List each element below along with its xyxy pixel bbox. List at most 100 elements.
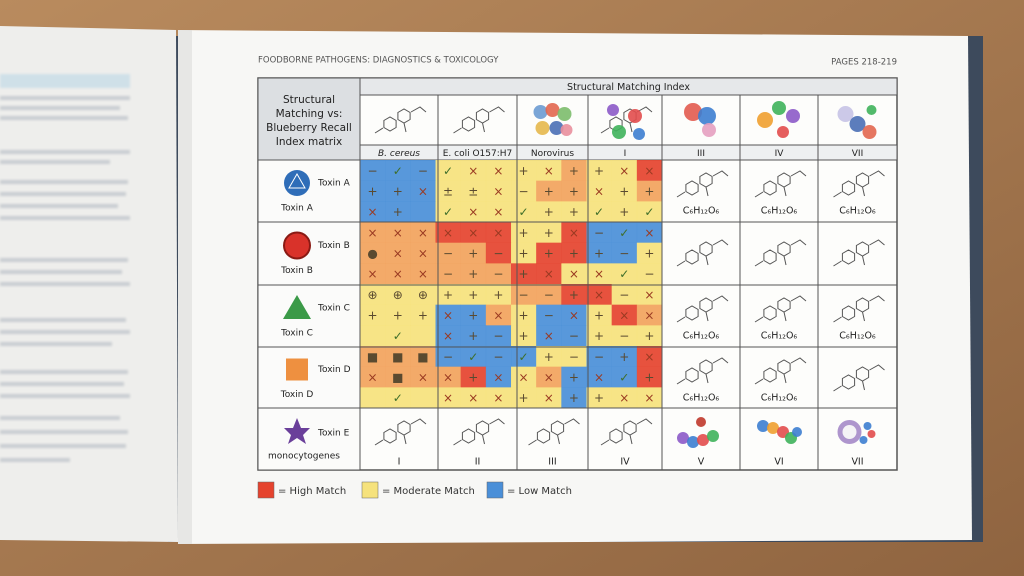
heatmap-symbol: +: [418, 309, 428, 323]
structure-blob: [702, 123, 716, 137]
row-header-cell: [257, 346, 361, 409]
structure-blob: [633, 128, 645, 140]
structure-blob: [628, 109, 642, 123]
footer-label: III: [548, 457, 556, 468]
row-label: Toxin C: [280, 329, 313, 339]
heatmap-cell: [460, 180, 487, 202]
column-label: B. cereus: [378, 149, 420, 159]
heatmap-symbol: −: [443, 267, 453, 281]
heatmap-symbol: ×: [393, 247, 403, 261]
heatmap-cell: [611, 284, 638, 305]
heatmap-cell: [410, 180, 436, 202]
heatmap-cell: [360, 346, 386, 367]
structure-ring: [763, 249, 777, 265]
heatmap-cell: [536, 304, 562, 326]
heatmap-cell: [460, 201, 487, 223]
structure-bond: [833, 364, 885, 392]
heatmap-cell: [536, 160, 562, 181]
heatmap-cell: [561, 201, 587, 223]
structure-blob: [557, 107, 572, 121]
heatmap-cell: [385, 366, 411, 388]
heatmap-symbol: ✓: [443, 164, 453, 178]
heatmap-cell: [435, 346, 461, 367]
heatmap-symbol: ×: [493, 309, 503, 323]
row-icon-label: Toxin D: [317, 365, 351, 375]
heatmap-cell: [485, 346, 512, 367]
heatmap-symbol: ±: [443, 185, 453, 199]
heatmap-cell: [460, 160, 487, 181]
structure-blob: [535, 121, 550, 135]
footer-label: IV: [620, 457, 630, 468]
structure-bond: [754, 170, 807, 198]
heatmap-cell: [435, 160, 461, 181]
heatmap-symbol: ×: [468, 205, 478, 219]
heatmap-symbol: +: [644, 371, 654, 385]
structure-blob: [757, 420, 769, 432]
heatmap-symbol: ×: [418, 267, 428, 281]
heatmap-cell: [611, 387, 638, 409]
heatmap-cell: [561, 160, 587, 181]
heatmap-symbol: ×: [644, 164, 654, 178]
heatmap-symbol: −: [594, 350, 604, 364]
heatmap-cell: [485, 160, 512, 181]
icon: [284, 170, 310, 196]
heatmap-cell: [460, 242, 487, 264]
heatmap-symbol: ✓: [443, 205, 453, 219]
heatmap-symbol: +: [569, 205, 579, 219]
row-icon-label: Toxin A: [317, 179, 351, 189]
heatmap-symbol: ×: [443, 226, 453, 240]
heatmap-cell: [410, 222, 436, 243]
heatmap-symbol: ×: [644, 350, 654, 364]
heatmap-cell: [385, 160, 411, 181]
structure-bond: [600, 106, 653, 134]
heatmap-symbol: +: [544, 226, 554, 240]
heatmap-cell: [360, 284, 386, 305]
heatmap-cell: [485, 263, 512, 285]
heatmap-cell: [435, 242, 461, 264]
row-label: Toxin B: [280, 266, 313, 276]
heatmap-symbol: −: [619, 329, 629, 343]
heatmap-cell: [611, 160, 638, 181]
heatmap-symbol: −: [519, 185, 529, 199]
heatmap-cell: [536, 242, 562, 264]
heatmap-symbol: −: [619, 288, 629, 302]
heatmap-cell: [586, 201, 612, 223]
structure-blob: [867, 430, 876, 438]
heatmap-cell: [360, 387, 386, 409]
heatmap-symbol: ×: [569, 226, 579, 240]
heatmap-symbol: ×: [443, 329, 453, 343]
heatmap-cell: [435, 284, 461, 305]
structure-blob: [862, 125, 877, 139]
heatmap-cell: [410, 366, 436, 388]
heatmap-cell: [536, 325, 562, 347]
icon: [286, 358, 308, 381]
structure-bond: [676, 295, 729, 323]
heatmap-symbol: −: [644, 267, 654, 281]
heatmap-cell: [611, 325, 638, 347]
heatmap-symbol: ■: [392, 350, 403, 364]
heatmap-cell: [636, 222, 663, 243]
structure-blob: [687, 436, 699, 448]
corner-cell: [257, 77, 361, 161]
heatmap-cell: [586, 346, 612, 367]
heatmap-symbol: ■: [417, 350, 428, 364]
structure-ring: [763, 367, 777, 383]
corner-label: Matching vs:: [276, 108, 343, 120]
heatmap-symbol: +: [519, 267, 529, 281]
heatmap-cell: [636, 366, 663, 388]
structure-ring: [461, 116, 476, 132]
heatmap-cell: [636, 304, 663, 326]
heatmap-cell: [586, 304, 612, 326]
heatmap-symbol: ×: [418, 371, 428, 385]
heatmap-cell: [460, 263, 487, 285]
heatmap-symbol: ×: [418, 185, 428, 199]
heatmap-symbol: ×: [644, 309, 654, 323]
row-icon-label: Toxin B: [317, 241, 350, 251]
heatmap-cell: [460, 222, 487, 243]
heatmap-symbol: −: [619, 247, 629, 261]
heatmap-cell: [611, 263, 638, 285]
structure-blob: [549, 121, 564, 135]
heatmap-symbol: −: [493, 267, 503, 281]
heatmap-symbol: −: [418, 164, 428, 178]
heatmap-cell: [385, 304, 411, 326]
